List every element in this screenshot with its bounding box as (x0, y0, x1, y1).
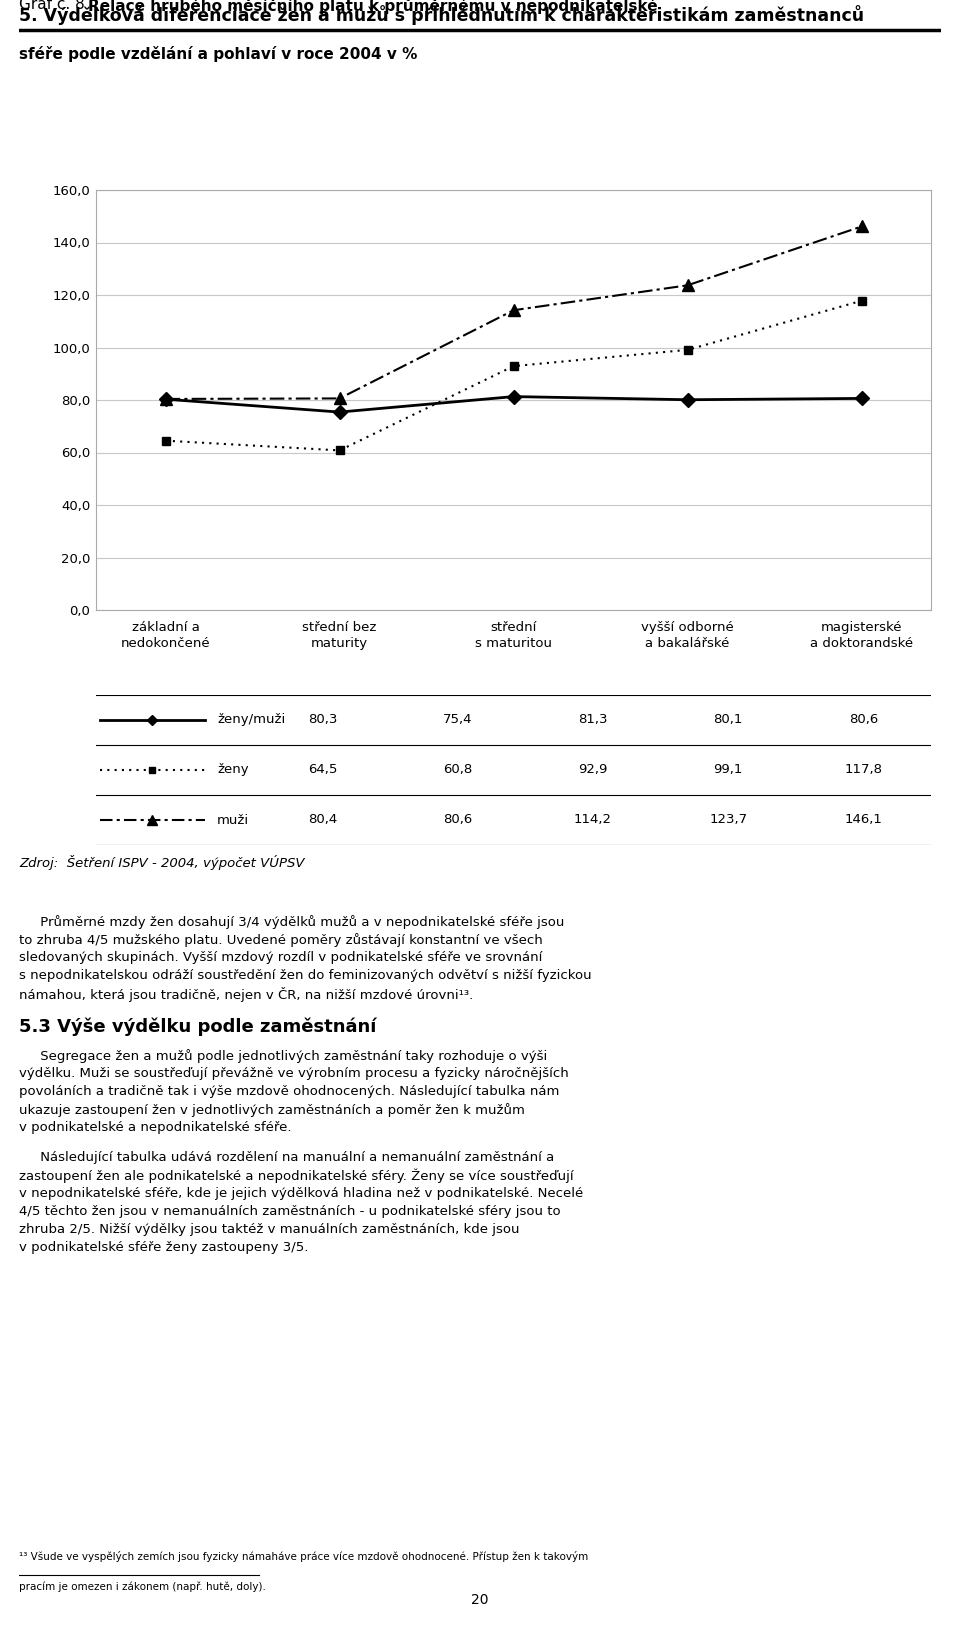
Text: 80,3: 80,3 (307, 714, 337, 727)
Text: 4/5 těchto žen jsou v nemanuálních zaměstnáních - u podnikatelské sféry jsou to: 4/5 těchto žen jsou v nemanuálních zaměs… (19, 1205, 561, 1218)
Text: s nepodnikatelskou odráží soustředění žen do feminizovaných odvětví s nižší fyzi: s nepodnikatelskou odráží soustředění že… (19, 969, 591, 982)
Text: 117,8: 117,8 (845, 764, 882, 777)
Text: Zdroj:  Šetření ISPV - 2004, výpočet VÚPSV: Zdroj: Šetření ISPV - 2004, výpočet VÚPS… (19, 855, 304, 870)
Text: muži: muži (217, 813, 250, 826)
Text: Segregace žen a mužů podle jednotlivých zaměstnání taky rozhoduje o výši: Segregace žen a mužů podle jednotlivých … (19, 1049, 547, 1064)
Text: Následující tabulka udává rozdělení na manuální a nemanuální zaměstnání a: Následující tabulka udává rozdělení na m… (19, 1152, 555, 1165)
Text: zastoupení žen ale podnikatelské a nepodnikatelské sféry. Ženy se více soustřeďu: zastoupení žen ale podnikatelské a nepod… (19, 1170, 574, 1184)
Text: v nepodnikatelské sféře, kde je jejich výdělková hladina než v podnikatelské. Ne: v nepodnikatelské sféře, kde je jejich v… (19, 1188, 584, 1201)
Text: pracím je omezen i zákonem (např. hutě, doly).: pracím je omezen i zákonem (např. hutě, … (19, 1582, 266, 1592)
Text: 80,6: 80,6 (849, 714, 878, 727)
Text: Relace hrubého měsíčního platu k průměrnému v nepodnikatelské: Relace hrubého měsíčního platu k průměrn… (88, 0, 658, 15)
Text: 80,1: 80,1 (713, 714, 743, 727)
Text: 114,2: 114,2 (574, 813, 612, 826)
Text: 92,9: 92,9 (578, 764, 608, 777)
Text: 80,6: 80,6 (443, 813, 472, 826)
Text: Graf č. 8: Graf č. 8 (19, 0, 90, 11)
Text: ¹³ Všude ve vyspělých zemích jsou fyzicky námaháve práce více mzdově ohodnocené.: ¹³ Všude ve vyspělých zemích jsou fyzick… (19, 1551, 588, 1562)
Text: 123,7: 123,7 (709, 813, 747, 826)
Text: 5.3 Výše výdělku podle zaměstnání: 5.3 Výše výdělku podle zaměstnání (19, 1016, 376, 1036)
Text: v podnikatelské sféře ženy zastoupeny 3/5.: v podnikatelské sféře ženy zastoupeny 3/… (19, 1241, 308, 1254)
Text: to zhruba 4/5 mužského platu. Uvedené poměry zůstávají konstantní ve všech: to zhruba 4/5 mužského platu. Uvedené po… (19, 933, 543, 946)
Text: 60,8: 60,8 (443, 764, 472, 777)
Text: 99,1: 99,1 (713, 764, 743, 777)
Text: 75,4: 75,4 (443, 714, 472, 727)
Text: 64,5: 64,5 (307, 764, 337, 777)
Text: ženy/muži: ženy/muži (217, 714, 285, 727)
Text: 5. Výdělková diferenciace žen a mužů s přihlédnutím k charakteristikám zaměstnan: 5. Výdělková diferenciace žen a mužů s p… (19, 5, 864, 24)
Text: zhruba 2/5. Nižší výdělky jsou taktéž v manuálních zaměstnáních, kde jsou: zhruba 2/5. Nižší výdělky jsou taktéž v … (19, 1223, 519, 1236)
Text: 80,4: 80,4 (308, 813, 337, 826)
Text: ukazuje zastoupení žen v jednotlivých zaměstnáních a poměr žen k mužům: ukazuje zastoupení žen v jednotlivých za… (19, 1103, 525, 1117)
Text: sledovaných skupinách. Vyšší mzdový rozdíl v podnikatelské sféře ve srovnání: sledovaných skupinách. Vyšší mzdový rozd… (19, 951, 542, 964)
Text: námahou, která jsou tradičně, nejen v ČR, na nižší mzdové úrovni¹³.: námahou, která jsou tradičně, nejen v ČR… (19, 987, 473, 1002)
Text: povoláních a tradičně tak i výše mzdově ohodnocených. Následující tabulka nám: povoláních a tradičně tak i výše mzdově … (19, 1085, 560, 1098)
Text: sféře podle vzdělání a pohlaví v roce 2004 v %: sféře podle vzdělání a pohlaví v roce 20… (19, 46, 418, 62)
Text: Průměrné mzdy žen dosahují 3/4 výdělků mužů a v nepodnikatelské sféře jsou: Průměrné mzdy žen dosahují 3/4 výdělků m… (19, 915, 564, 929)
Text: ženy: ženy (217, 764, 249, 777)
Text: 81,3: 81,3 (578, 714, 608, 727)
Text: výdělku. Muži se soustřeďují převážně ve výrobním procesu a fyzicky náročnějších: výdělku. Muži se soustřeďují převážně ve… (19, 1067, 569, 1080)
Text: 146,1: 146,1 (845, 813, 882, 826)
Text: v podnikatelské a nepodnikatelské sféře.: v podnikatelské a nepodnikatelské sféře. (19, 1121, 292, 1134)
Text: 20: 20 (471, 1593, 489, 1608)
